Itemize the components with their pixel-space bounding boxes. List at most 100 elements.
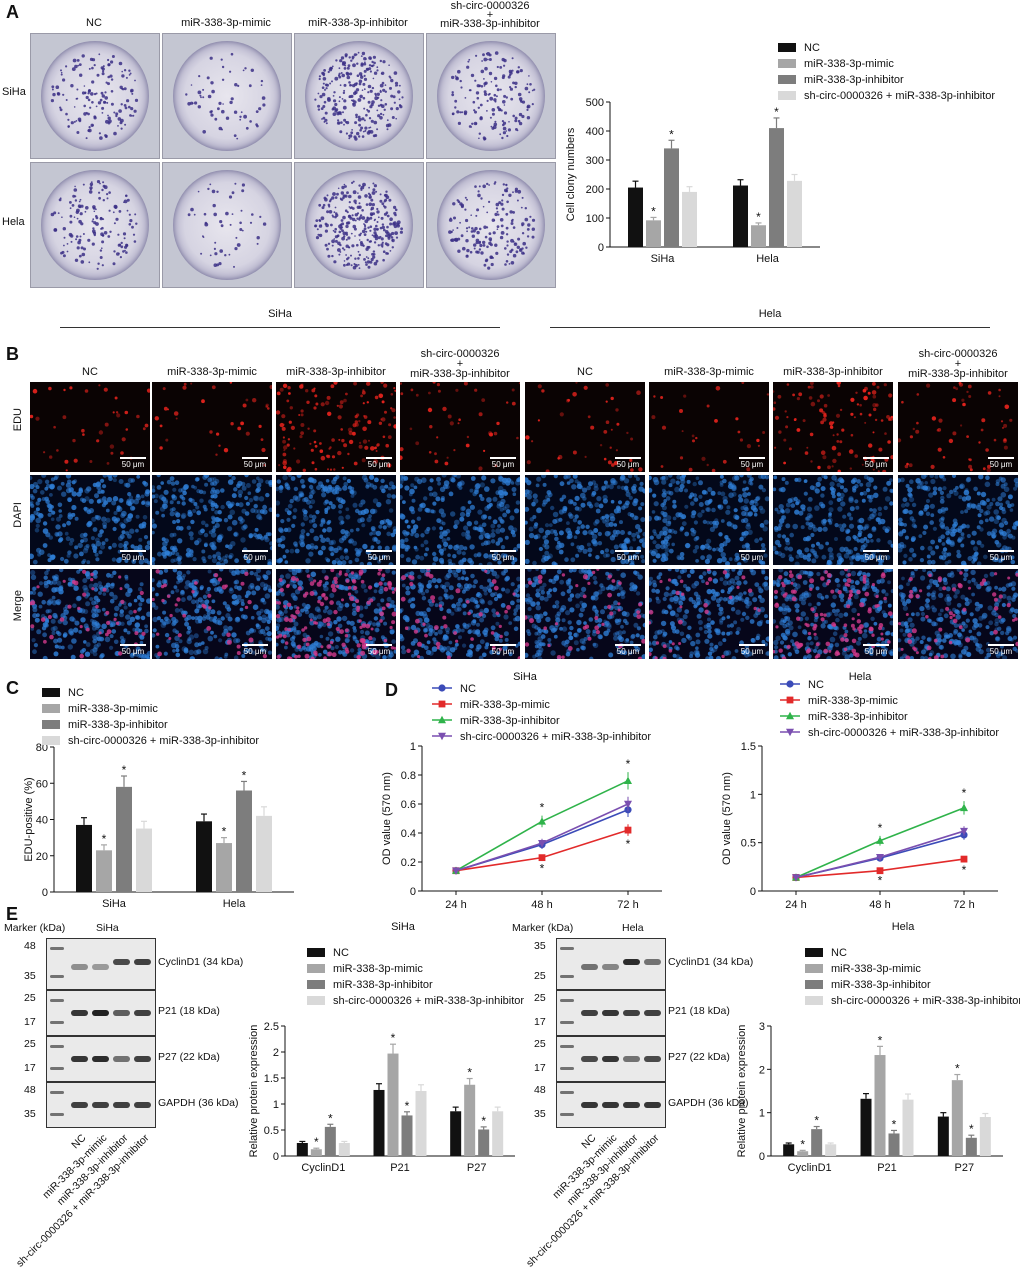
y-axis-label: Relative protein expression xyxy=(248,1025,260,1158)
plate-row-siha: SiHa xyxy=(2,86,26,98)
micrograph-merge-2: 50 μm xyxy=(276,569,396,659)
protein-band xyxy=(581,1056,598,1062)
protein-band xyxy=(623,1102,640,1108)
significance-mark: * xyxy=(800,1137,805,1151)
micrograph-dapi-2: 50 μm xyxy=(276,475,396,565)
protein-band xyxy=(602,1056,619,1062)
y-axis-label: Relative protein expression xyxy=(736,1025,748,1158)
legend-label: sh-circ-0000326 + miR-338-3p-inhibitor xyxy=(333,995,524,1007)
legend-label: NC xyxy=(68,687,84,699)
significance-mark: * xyxy=(669,127,674,141)
micrograph-edu-2: 50 μm xyxy=(276,382,396,472)
panel-label-a: A xyxy=(6,2,19,23)
significance-mark: * xyxy=(962,786,967,800)
y-tick-label: 1 xyxy=(759,1108,765,1120)
protein-band xyxy=(92,1102,109,1108)
marker-band xyxy=(560,1091,574,1094)
scale-bar: 50 μm xyxy=(988,457,1014,469)
significance-mark: * xyxy=(878,874,883,888)
edu-row-dapi: DAPI xyxy=(12,502,24,528)
siha-marker-value: 25 xyxy=(24,992,36,1004)
siha-blot-p21-18-kda xyxy=(46,990,156,1036)
siha-band-label: GAPDH (36 kDa) xyxy=(158,1097,239,1109)
bar-p27-mir-338-3p-inhibitor xyxy=(478,1129,489,1156)
legend-label: sh-circ-0000326 + miR-338-3p-inhibitor xyxy=(460,731,651,743)
legend-swatch xyxy=(42,736,60,745)
significance-mark: * xyxy=(405,1099,410,1113)
significance-mark: * xyxy=(391,1031,396,1045)
bar-siha-mir-338-3p-mimic xyxy=(96,850,112,892)
protein-band xyxy=(602,1010,619,1016)
bar-p21-mir-338-3p-inhibitor xyxy=(402,1115,413,1156)
micrograph-dapi-6: 50 μm xyxy=(773,475,893,565)
marker-band xyxy=(560,1113,574,1116)
y-tick-label: 0 xyxy=(750,886,756,898)
bar-hela-nc xyxy=(733,186,748,247)
legend-label: NC xyxy=(333,947,349,959)
siha-blot-title: SiHa xyxy=(96,922,119,934)
legend-swatch xyxy=(307,964,325,973)
hela-blot-p27-22-kda xyxy=(556,1036,666,1082)
significance-mark: * xyxy=(314,1135,319,1149)
marker-band xyxy=(50,999,64,1002)
x-tick-label: CyclinD1 xyxy=(301,1162,345,1174)
bar-siha-sh-circ-0000326-mir-338-3p-inhibitor xyxy=(136,829,152,892)
marker-band xyxy=(560,1045,574,1048)
significance-mark: * xyxy=(878,1033,883,1047)
siha-marker-value: 25 xyxy=(24,1038,36,1050)
legend-swatch xyxy=(805,948,823,957)
y-tick-label: 2 xyxy=(273,1047,279,1059)
hela-marker-value: 17 xyxy=(534,1062,546,1074)
protein-band xyxy=(644,1056,661,1062)
significance-mark: * xyxy=(626,757,631,771)
y-tick-label: 200 xyxy=(586,184,604,196)
y-tick-label: 400 xyxy=(586,126,604,138)
bar-p21-mir-338-3p-mimic xyxy=(388,1054,399,1156)
significance-mark: * xyxy=(756,210,761,224)
legend-label: miR-338-3p-inhibitor xyxy=(333,979,433,991)
siha-marker-value: 35 xyxy=(24,1108,36,1120)
y-tick-label: 0.4 xyxy=(401,828,416,840)
micrograph-merge-0: 50 μm xyxy=(30,569,150,659)
legend-swatch xyxy=(42,688,60,697)
micrograph-dapi-7: 50 μm xyxy=(898,475,1018,565)
scale-bar: 50 μm xyxy=(615,457,641,469)
bar-cyclind1-sh-circ-0000326-mir-338-3p-inhibitor xyxy=(825,1144,836,1156)
data-point xyxy=(787,697,794,704)
panel-label-c: C xyxy=(6,678,19,699)
chart-title: SiHa xyxy=(513,671,538,683)
x-tick-label: CyclinD1 xyxy=(788,1162,832,1174)
legend-swatch xyxy=(42,720,60,729)
plate-row-hela: Hela xyxy=(2,216,25,228)
micrograph-merge-4: 50 μm xyxy=(525,569,645,659)
significance-mark: * xyxy=(467,1066,472,1080)
bar-cyclind1-mir-338-3p-inhibitor xyxy=(325,1127,336,1156)
micrograph-dapi-0: 50 μm xyxy=(30,475,150,565)
x-tick-label: 24 h xyxy=(445,899,466,911)
legend-swatch xyxy=(778,75,796,84)
y-tick-label: 1 xyxy=(750,789,756,801)
bar-cyclind1-mir-338-3p-mimic xyxy=(311,1149,322,1156)
bar-hela-sh-circ-0000326-mir-338-3p-inhibitor xyxy=(256,816,272,892)
micrograph-merge-7: 50 μm xyxy=(898,569,1018,659)
scale-bar: 50 μm xyxy=(739,457,765,469)
y-tick-label: 0 xyxy=(598,242,604,254)
legend-label: sh-circ-0000326 + miR-338-3p-inhibitor xyxy=(831,995,1020,1007)
colony-dots xyxy=(305,41,413,151)
y-tick-label: 60 xyxy=(36,778,48,790)
significance-mark: * xyxy=(222,825,227,839)
micrograph-merge-3: 50 μm xyxy=(400,569,520,659)
x-tick-label: Hela xyxy=(223,898,247,910)
y-tick-label: 0.5 xyxy=(741,838,756,850)
y-tick-label: 0.2 xyxy=(401,857,416,869)
scale-bar: 50 μm xyxy=(988,644,1014,656)
chart-title: Hela xyxy=(849,671,873,683)
bar-hela-mir-338-3p-mimic xyxy=(216,843,232,892)
edu-group-hela-line xyxy=(550,327,990,328)
colony-plate-siha-3 xyxy=(426,33,556,159)
y-tick-label: 300 xyxy=(586,155,604,167)
bar-p27-sh-circ-0000326-mir-338-3p-inhibitor xyxy=(980,1117,991,1156)
x-tick-label: Hela xyxy=(756,253,780,265)
protein-band xyxy=(623,1010,640,1016)
